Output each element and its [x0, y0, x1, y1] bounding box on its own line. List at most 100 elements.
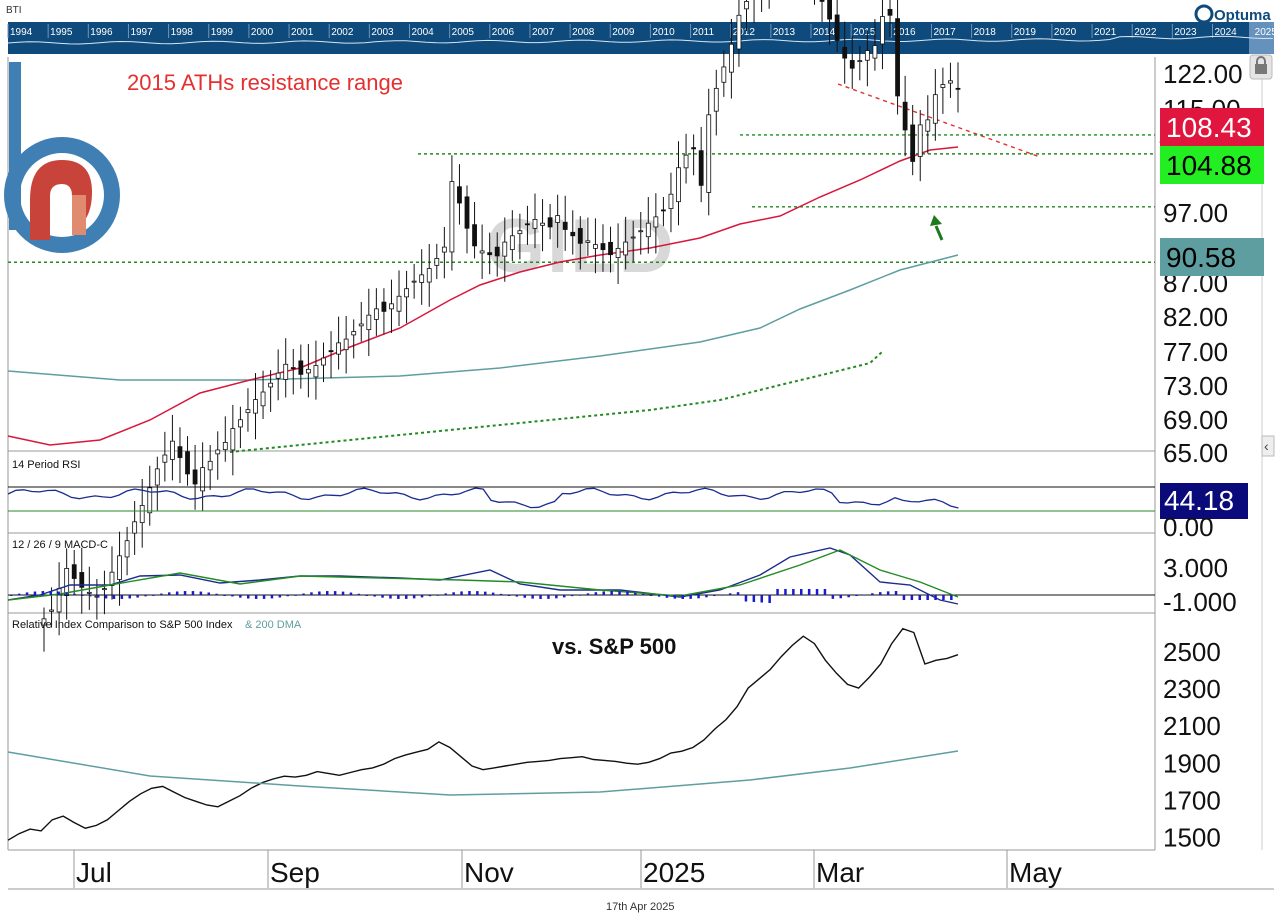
- relative-annotation: vs. S&P 500: [552, 634, 676, 659]
- overview-year-label: 2004: [412, 27, 435, 38]
- x-axis-label: 2025: [643, 857, 705, 888]
- candle-body: [525, 223, 530, 226]
- macd-histogram-bar: [776, 589, 779, 595]
- overview-year-label: 1995: [50, 27, 73, 38]
- candle-body: [177, 446, 183, 458]
- candle-body: [932, 94, 938, 124]
- price-tick-label: 73.00: [1163, 371, 1228, 401]
- relative-tick-label: 2300: [1163, 674, 1221, 704]
- candle-body: [79, 572, 85, 588]
- candle-body: [207, 460, 213, 471]
- candle-body: [479, 250, 485, 254]
- ma-50-line: [7, 146, 959, 446]
- candle-body: [721, 66, 727, 83]
- ticker-label: BTI: [6, 5, 22, 16]
- macd-histogram-bar: [863, 594, 866, 596]
- relative-tick-label: 2100: [1163, 711, 1221, 741]
- overview-year-label: 2018: [974, 27, 997, 38]
- macd-histogram-bar: [586, 593, 590, 595]
- candle-body: [449, 181, 455, 253]
- macd-histogram-bar: [547, 595, 550, 599]
- macd-histogram-bar: [460, 591, 463, 595]
- price-tick-label: 122.00: [1163, 59, 1243, 89]
- macd-histogram-bar: [602, 591, 605, 595]
- overview-year-label: 2016: [893, 27, 916, 38]
- macd-histogram-bar: [539, 595, 542, 599]
- overview-year-label: 1997: [130, 27, 153, 38]
- macd-histogram-bar: [555, 595, 558, 599]
- price-tick-label: 69.00: [1163, 405, 1228, 435]
- overview-year-label: 2011: [693, 27, 715, 38]
- brand-name: Optuma: [1214, 7, 1271, 24]
- macd-histogram-bar: [934, 595, 937, 600]
- candle-body: [49, 609, 54, 612]
- macd-histogram-bar: [476, 591, 479, 595]
- x-axis-label: Sep: [270, 857, 320, 888]
- candle-body: [215, 449, 221, 455]
- x-axis-label: Mar: [816, 857, 864, 888]
- price-badge-value: 108.43: [1166, 112, 1252, 143]
- macd-histogram-bar: [531, 595, 534, 599]
- macd-histogram-bar: [452, 592, 455, 595]
- candle-body: [887, 8, 893, 16]
- macd-histogram-bar: [879, 592, 882, 595]
- macd-histogram-bar: [871, 593, 874, 595]
- macd-histogram-bar: [855, 595, 858, 596]
- candle-body: [366, 314, 372, 331]
- macd-histogram-bar: [681, 595, 684, 599]
- candle-body: [381, 301, 387, 312]
- price-tick-label: 77.00: [1163, 337, 1228, 367]
- macd-histogram-bar: [207, 592, 210, 595]
- macd-histogram-bar: [697, 595, 700, 599]
- relative-panel-title: Relative Index Comparison to S&P 500 Ind…: [12, 619, 233, 631]
- overview-year-label: 2021: [1094, 27, 1117, 38]
- relative-tick-label: 2500: [1163, 637, 1221, 667]
- candle-body: [154, 468, 160, 486]
- macd-histogram-bar: [254, 595, 258, 599]
- ma-dotted-line: [229, 351, 883, 453]
- macd-histogram-bar: [128, 595, 131, 599]
- macd-histogram-bar: [523, 595, 526, 598]
- candle-body: [71, 564, 77, 579]
- candle-body: [744, 1, 749, 10]
- macd-histogram-bar: [942, 595, 945, 600]
- candle-body: [955, 87, 961, 90]
- macd-histogram-bar: [136, 595, 139, 598]
- macd-histogram-bar: [33, 591, 37, 595]
- macd-histogram-bar: [468, 591, 471, 595]
- macd-histogram-bar: [302, 593, 305, 595]
- overview-year-label: 2020: [1054, 27, 1077, 38]
- green-arrow-head: [930, 215, 942, 226]
- macd-histogram-bar: [436, 594, 440, 596]
- macd-histogram-bar: [120, 595, 124, 599]
- macd-histogram-bar: [950, 595, 953, 600]
- candle-body: [200, 467, 206, 492]
- macd-histogram-bar: [333, 591, 337, 595]
- candle-body: [608, 241, 613, 256]
- overview-year-label: 2002: [331, 27, 354, 38]
- price-badge-value: 90.58: [1166, 242, 1236, 273]
- relative-ma-line: [7, 750, 959, 796]
- macd-histogram-bar: [689, 595, 692, 599]
- candle-body: [434, 258, 440, 266]
- candle-body: [736, 14, 742, 50]
- candle-body: [275, 372, 281, 379]
- candle-body: [321, 357, 326, 366]
- macd-histogram-bar: [41, 591, 45, 595]
- candle-body: [290, 367, 296, 369]
- candle-body: [494, 246, 500, 257]
- overview-year-label: 2012: [733, 27, 756, 38]
- macd-histogram-bar: [223, 595, 226, 596]
- macd-histogram-bar: [807, 589, 811, 595]
- candle-body: [487, 252, 493, 256]
- candle-body: [260, 391, 266, 407]
- candle-body: [661, 209, 666, 212]
- price-badge: [1160, 238, 1264, 276]
- overview-year-label: 1994: [10, 27, 33, 38]
- ma-200-line: [7, 254, 959, 381]
- relative-tick-label: 1500: [1163, 823, 1221, 853]
- macd-histogram-bar: [744, 595, 748, 602]
- macd-histogram-bar: [665, 595, 669, 598]
- macd-histogram-bar: [760, 595, 763, 603]
